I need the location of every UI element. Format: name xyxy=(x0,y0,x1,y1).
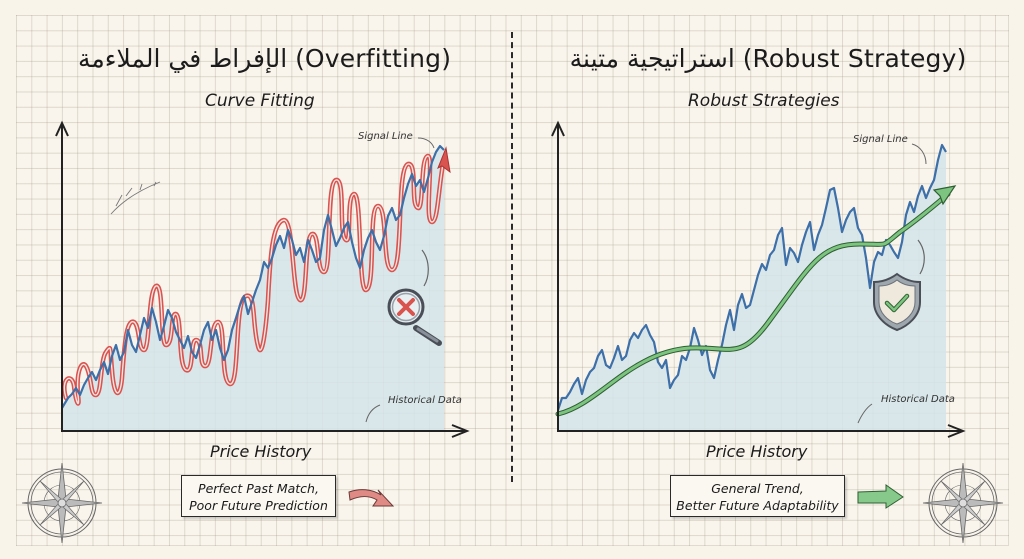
right-x-axis-label: Price History xyxy=(706,442,808,461)
scribble-mark xyxy=(110,181,161,215)
left-historical-data-label: Historical Data xyxy=(388,395,462,406)
left-curved-arrow-icon xyxy=(348,489,395,507)
right-panel-title: استراتيجية متينة (Robust Strategy) xyxy=(569,44,967,73)
right-panel-subtitle: Robust Strategies xyxy=(688,91,840,111)
right-badge-pointer-arrow-icon xyxy=(917,239,925,275)
right-x-axis-arrow-icon xyxy=(947,424,966,438)
right-callout-line-1: General Trend, xyxy=(711,481,804,496)
right-arrow-icon xyxy=(857,484,904,509)
center-divider xyxy=(511,32,513,482)
shield-check-icon xyxy=(873,272,921,332)
left-x-axis-arrow-icon xyxy=(451,424,470,438)
left-panel-subtitle: Curve Fitting xyxy=(205,91,315,111)
left-panel-title: الإفراط في الملاءمة (Overfitting) xyxy=(78,44,451,73)
right-signal-line-label: Signal Line xyxy=(853,134,908,145)
left-price-line xyxy=(61,144,445,409)
right-callout-box: General Trend, Better Future Adaptabilit… xyxy=(670,475,845,517)
left-signal-line-label: Signal Line xyxy=(358,131,413,142)
right-chart xyxy=(551,120,966,438)
right-data-pointer-arrow-icon xyxy=(857,403,873,424)
left-badge-pointer-arrow-icon xyxy=(421,249,429,287)
right-callout-line-2: Better Future Adaptability xyxy=(676,498,839,513)
right-robust-curve xyxy=(556,192,950,416)
right-historical-data-label: Historical Data xyxy=(881,394,955,405)
right-arrowhead-icon xyxy=(932,185,957,206)
left-arrowhead-icon xyxy=(437,146,451,174)
left-x-axis-label: Price History xyxy=(210,442,312,461)
right-signal-pointer-arrow-icon xyxy=(911,143,927,165)
left-data-pointer-arrow-icon xyxy=(365,404,381,423)
left-callout-line-2: Poor Future Prediction xyxy=(189,498,328,513)
right-price-line xyxy=(556,143,947,411)
left-compass-rose-icon xyxy=(21,462,103,544)
left-y-axis-arrow-icon xyxy=(55,120,69,137)
right-y-axis-arrow-icon xyxy=(551,120,565,137)
left-chart xyxy=(55,120,470,438)
right-compass-rose-icon xyxy=(922,462,1004,544)
magnifier-x-icon xyxy=(387,288,442,346)
left-historical-area xyxy=(62,146,444,430)
left-callout-box: Perfect Past Match, Poor Future Predicti… xyxy=(181,475,336,517)
left-overfit-curve-inner xyxy=(63,155,445,405)
left-signal-pointer-arrow-icon xyxy=(417,137,435,149)
left-callout-line-1: Perfect Past Match, xyxy=(198,481,319,496)
